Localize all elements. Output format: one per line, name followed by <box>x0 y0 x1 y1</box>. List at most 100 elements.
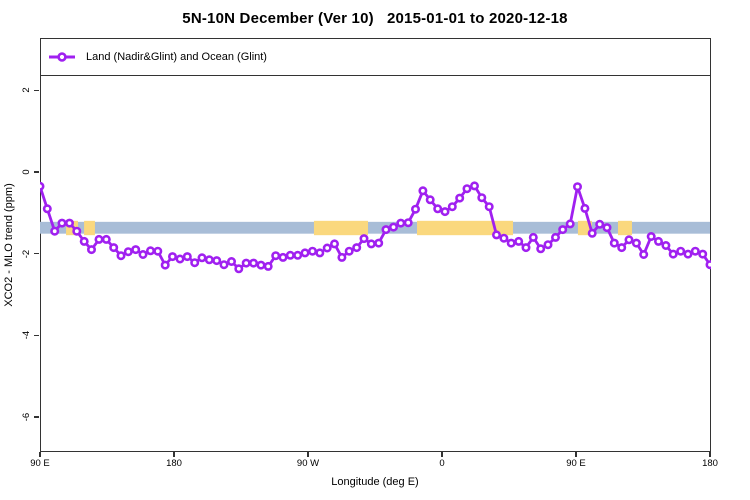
xco2-data-point <box>374 238 384 248</box>
xco2-data-point <box>131 245 141 255</box>
xco2-data-point <box>337 252 347 262</box>
xco2-data-point <box>565 219 575 229</box>
x-axis-tick-label: 90 W <box>296 458 320 469</box>
xco2-data-point <box>683 249 693 259</box>
xco2-data-point <box>168 252 178 262</box>
xco2-data-point <box>580 203 590 213</box>
xco2-data-point <box>72 226 82 236</box>
x-axis-tick-label: 0 <box>439 458 445 469</box>
xco2-data-point <box>433 204 443 214</box>
xco2-data-point <box>329 239 339 249</box>
xco2-data-point <box>344 246 354 256</box>
xco2-data-point <box>86 245 96 255</box>
xco2-data-point <box>698 249 708 259</box>
xco2-data-point <box>528 232 538 242</box>
x-axis-tick-label: 90 E <box>566 458 586 469</box>
xco2-data-point <box>219 260 229 270</box>
xco2-data-point <box>138 250 148 260</box>
xco2-data-point <box>64 218 74 228</box>
land-band-rect <box>617 220 632 236</box>
xco2-data-point <box>285 250 295 260</box>
xco2-data-point <box>50 226 60 236</box>
xco2-data-point <box>359 234 369 244</box>
xco2-data-point <box>514 236 524 246</box>
x-axis-tick <box>441 452 443 457</box>
xco2-data-point <box>425 195 435 205</box>
legend-box: Land (Nadir&Glint) and Ocean (Glint) <box>40 38 711 76</box>
land-band-rect <box>416 220 514 236</box>
xco2-data-point <box>477 193 487 203</box>
xco2-data-point <box>661 241 671 251</box>
y-axis-tick <box>34 171 39 173</box>
xco2-data-point <box>263 261 273 271</box>
xco2-data-point <box>300 248 310 258</box>
legend-label: Land (Nadir&Glint) and Ocean (Glint) <box>86 51 267 63</box>
xco2-data-point <box>639 250 649 260</box>
xco2-data-point <box>631 238 641 248</box>
xco2-data-point <box>307 246 317 256</box>
x-axis-tick <box>39 452 41 457</box>
xco2-data-point <box>521 243 531 253</box>
land-band-rect <box>84 220 95 236</box>
y-axis-tick-label: -4 <box>21 331 32 340</box>
xco2-data-point <box>271 251 281 261</box>
xco2-data-point <box>455 193 465 203</box>
xco2-data-point <box>57 218 67 228</box>
xco2-data-point <box>293 250 303 260</box>
xco2-data-point <box>550 232 560 242</box>
xco2-data-point <box>403 218 413 228</box>
xco2-data-point <box>653 236 663 246</box>
xco2-data-point <box>609 238 619 248</box>
xco2-data-point <box>388 222 398 232</box>
xco2-data-point <box>536 244 546 254</box>
xco2-data-point <box>572 182 582 192</box>
xco2-data-point <box>396 218 406 228</box>
xco2-data-point <box>690 246 700 256</box>
chart-title: 5N-10N December (Ver 10) 2015-01-01 to 2… <box>182 10 568 27</box>
xco2-data-point <box>646 232 656 242</box>
xco2-data-point <box>462 184 472 194</box>
x-axis-label: Longitude (deg E) <box>331 476 419 488</box>
xco2-data-point <box>212 256 222 266</box>
xco2-data-point <box>595 219 605 229</box>
x-axis-tick-label: 180 <box>702 458 718 469</box>
y-axis-tick-label: 0 <box>21 169 32 175</box>
xco2-data-point <box>617 243 627 253</box>
x-axis-tick <box>575 452 577 457</box>
xco2-data-point <box>79 236 89 246</box>
xco2-data-point <box>94 234 104 244</box>
xco2-data-point <box>484 202 494 212</box>
legend-line-marker-icon <box>49 52 75 62</box>
xco2-data-point <box>204 255 214 265</box>
x-axis-tick-label: 90 E <box>30 458 50 469</box>
xco2-data-point <box>197 253 207 263</box>
xco2-data-point <box>491 230 501 240</box>
xco2-data-point <box>624 235 634 245</box>
xco2-data-point <box>256 260 266 270</box>
plot-area <box>40 181 711 274</box>
y-axis-tick <box>34 416 39 418</box>
xco2-data-point <box>153 246 163 256</box>
xco2-data-point <box>190 258 200 268</box>
ocean-band-rect <box>40 221 710 234</box>
xco2-data-point <box>175 254 185 264</box>
xco2-data-point <box>40 181 45 191</box>
xco2-data-point <box>322 243 332 253</box>
xco2-data-point <box>410 204 420 214</box>
xco2-data-point <box>146 246 156 256</box>
xco2-data-point <box>499 233 509 243</box>
xco2-data-point <box>506 238 516 248</box>
y-axis-tick <box>34 334 39 337</box>
xco2-data-point <box>705 260 711 270</box>
x-axis-tick-label: 180 <box>166 458 182 469</box>
y-axis-tick-label: -6 <box>21 412 32 422</box>
xco2-data-point <box>123 247 133 257</box>
xco2-data-point <box>366 239 376 249</box>
y-axis-tick-label: -2 <box>21 249 32 258</box>
xco2-data-point <box>278 252 288 262</box>
xco2-data-point <box>381 225 391 235</box>
x-axis-tick <box>709 452 711 457</box>
xco2-data-point <box>42 204 52 214</box>
land-band-rect <box>313 220 369 236</box>
